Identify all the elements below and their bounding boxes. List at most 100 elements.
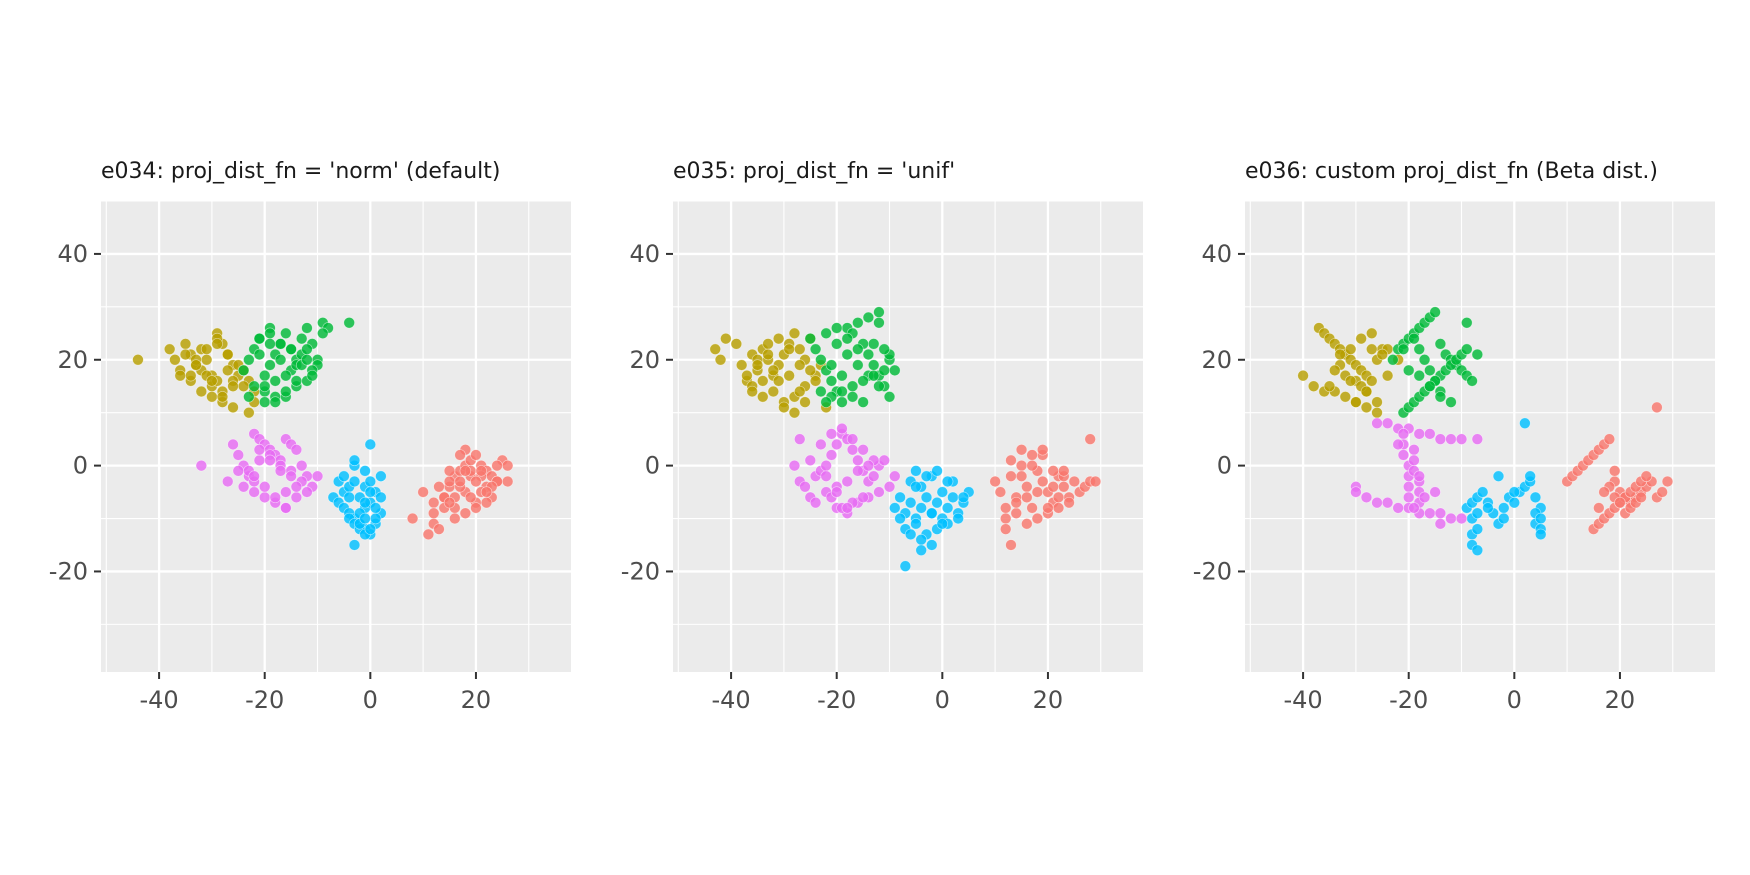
scatter-point — [132, 354, 144, 366]
scatter-point — [200, 343, 213, 355]
scatter-point — [862, 348, 875, 361]
scatter-point — [248, 470, 260, 482]
scatter-point — [290, 444, 303, 456]
scatter-point — [274, 354, 287, 366]
scatter-point — [179, 348, 192, 361]
scatter-point — [1408, 454, 1420, 467]
scatter-point — [799, 481, 811, 493]
scatter-point — [878, 343, 890, 355]
scatter-point — [222, 475, 234, 488]
scatter-point — [274, 338, 287, 350]
scatter-point — [1036, 475, 1049, 488]
series-5 — [1350, 417, 1484, 530]
scatter-point — [301, 343, 313, 355]
scatter-point — [237, 481, 250, 493]
scatter-point — [1366, 327, 1378, 340]
scatter-point — [343, 491, 355, 504]
scatter-point — [936, 518, 949, 530]
scatter-point — [301, 354, 313, 366]
panel-background — [101, 201, 571, 672]
scatter-point — [1524, 470, 1536, 482]
scatter-point — [295, 459, 308, 472]
scatter-point — [264, 454, 276, 467]
series-3 — [1387, 306, 1484, 419]
x-tick-label: 20 — [461, 686, 492, 714]
scatter-point — [709, 343, 721, 355]
scatter-point — [1408, 332, 1420, 345]
x-tick-label: -20 — [245, 686, 284, 714]
panel-title: e034: proj_dist_fn = 'norm' (default) — [101, 159, 500, 184]
scatter-point — [1455, 512, 1468, 525]
scatter-point — [253, 332, 266, 345]
scatter-point — [253, 348, 266, 361]
scatter-point — [301, 322, 313, 334]
scatter-point — [200, 354, 213, 366]
scatter-point — [867, 359, 880, 371]
scatter-point — [1350, 396, 1362, 408]
scatter-point — [174, 369, 186, 382]
scatter-point — [825, 449, 838, 461]
scatter-point — [857, 491, 869, 504]
scatter-point — [417, 486, 429, 498]
scatter-point — [1334, 348, 1346, 361]
scatter-point — [501, 459, 514, 472]
series-4 — [1461, 417, 1547, 556]
scatter-point — [836, 422, 848, 435]
scatter-point — [1434, 433, 1447, 445]
scatter-point — [841, 332, 853, 345]
scatter-point — [809, 496, 822, 509]
scatter-point — [1445, 433, 1457, 445]
scatter-point — [999, 502, 1012, 514]
y-tick-label: -20 — [621, 557, 660, 585]
scatter-point — [338, 470, 350, 482]
scatter-point — [889, 364, 901, 377]
scatter-point — [720, 332, 732, 345]
scatter-point — [264, 338, 276, 350]
series-2 — [709, 327, 832, 419]
scatter-point — [862, 459, 875, 472]
scatter-point — [206, 391, 218, 403]
scatter-point — [1403, 481, 1415, 493]
scatter-point — [1005, 539, 1017, 551]
scatter-point — [904, 496, 917, 509]
scatter-point — [762, 338, 774, 350]
scatter-point — [762, 348, 774, 361]
scatter-point — [757, 375, 769, 387]
scatter-point — [295, 332, 308, 345]
scatter-point — [1026, 449, 1038, 461]
scatter-point — [449, 512, 461, 525]
scatter-point — [285, 470, 297, 482]
series-4 — [327, 438, 387, 551]
scatter-point — [364, 475, 377, 488]
scatter-point — [878, 454, 890, 467]
scatter-point — [1026, 502, 1038, 514]
scatter-point — [1408, 444, 1420, 456]
scatter-point — [1461, 343, 1473, 355]
scatter-point — [1418, 491, 1431, 504]
scatter-point — [1508, 486, 1521, 498]
scatter-point — [1397, 343, 1410, 355]
scatter-point — [815, 438, 827, 451]
scatter-point — [280, 369, 292, 382]
scatter-point — [920, 491, 933, 504]
scatter-point — [820, 396, 832, 408]
scatter-point — [248, 380, 260, 392]
scatter-point — [195, 385, 208, 398]
scatter-point — [846, 444, 859, 456]
scatter-point — [846, 391, 859, 403]
x-tick-label: 20 — [1033, 686, 1064, 714]
scatter-point — [222, 348, 234, 361]
scatter-point — [1366, 375, 1378, 387]
scatter-point — [857, 396, 869, 408]
scatter-point — [269, 396, 281, 408]
scatter-point — [264, 359, 276, 371]
scatter-point — [1360, 491, 1373, 504]
scatter-point — [815, 354, 827, 366]
scatter-point — [915, 544, 927, 556]
scatter-point — [873, 380, 885, 392]
scatter-point — [883, 481, 896, 493]
scatter-point — [1614, 496, 1626, 509]
y-tick-label: 40 — [1201, 240, 1232, 268]
x-tick-label: -40 — [1283, 686, 1322, 714]
scatter-point — [369, 502, 382, 514]
